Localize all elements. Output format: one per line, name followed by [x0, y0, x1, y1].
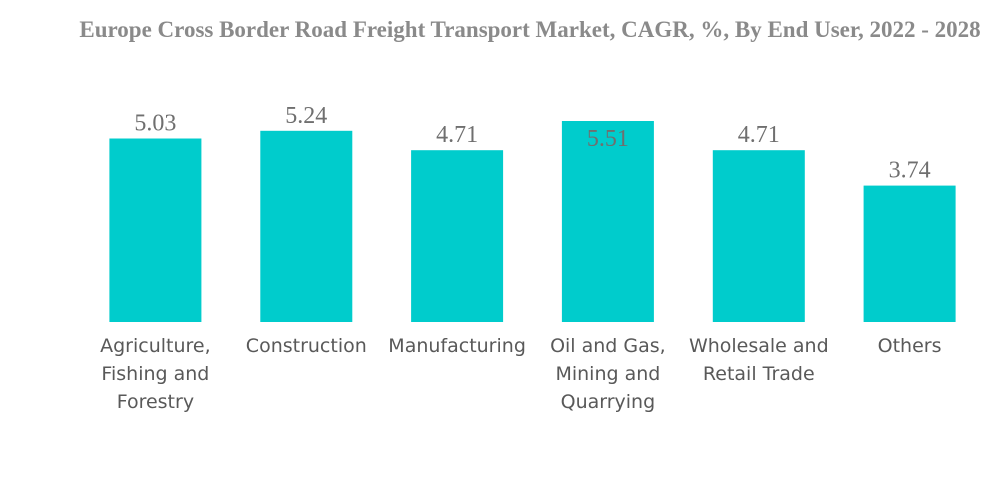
category-label-0-line-1: Fishing and: [101, 363, 209, 385]
category-label-1-line-0: Construction: [246, 335, 367, 357]
bar-0: [109, 138, 202, 322]
category-label-0: Agriculture, Fishing and Forestry: [100, 335, 211, 413]
category-label-0-line-0: Agriculture,: [100, 335, 211, 357]
bar-5: [863, 185, 956, 322]
category-label-0-line-2: Forestry: [117, 391, 194, 413]
bar-3: [561, 121, 654, 322]
bar-4: [712, 150, 805, 322]
category-label-1: Construction: [246, 335, 367, 357]
category-label-2-line-0: Manufacturing: [388, 335, 526, 357]
category-label-4-line-0: Wholesale and: [689, 335, 829, 357]
category-label-4-line-1: Retail Trade: [703, 363, 815, 385]
category-label-5-line-0: Others: [878, 335, 942, 357]
category-label-5: Others: [878, 335, 942, 357]
category-label-2: Manufacturing: [388, 335, 526, 357]
value-label-4: 4.71: [738, 122, 780, 148]
value-label-5: 3.74: [889, 158, 931, 184]
value-label-0: 5.03: [134, 111, 176, 137]
value-label-2: 4.71: [436, 122, 478, 148]
chart-title: Europe Cross Border Road Freight Transpo…: [79, 17, 981, 42]
category-label-4: Wholesale and Retail Trade: [689, 335, 829, 385]
bar-1: [260, 130, 353, 322]
value-label-1: 5.24: [285, 103, 327, 129]
category-label-3-line-2: Quarrying: [561, 391, 656, 413]
bar-2: [411, 150, 504, 322]
category-label-3-line-1: Mining and: [555, 363, 660, 385]
category-label-3-line-0: Oil and Gas,: [550, 335, 666, 357]
category-label-3: Oil and Gas, Mining and Quarrying: [550, 335, 666, 413]
value-label-3: 5.51: [587, 126, 629, 152]
